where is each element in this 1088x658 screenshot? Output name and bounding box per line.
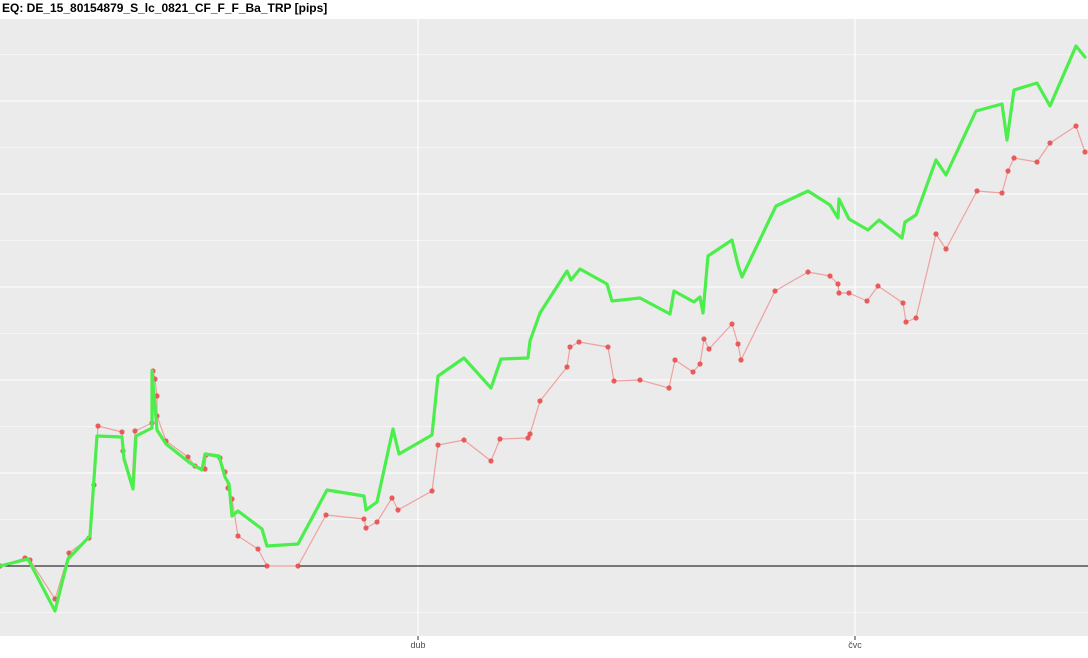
data-point (264, 563, 270, 569)
plot-panel (0, 19, 1088, 636)
data-point (323, 512, 329, 518)
data-point (395, 507, 401, 513)
data-point (701, 336, 707, 342)
data-point (913, 315, 919, 321)
grid-layer (0, 19, 1088, 636)
data-point (235, 533, 241, 539)
data-point (95, 423, 101, 429)
data-point (706, 346, 712, 352)
data-point (605, 344, 611, 350)
data-point (735, 341, 741, 347)
data-point (435, 442, 441, 448)
data-point (185, 454, 191, 460)
data-point (488, 458, 494, 464)
data-point (805, 269, 811, 275)
data-point (361, 516, 367, 522)
data-point (690, 369, 696, 375)
data-point (697, 361, 703, 367)
data-point (537, 398, 543, 404)
series-layer (0, 44, 1088, 613)
data-point (119, 429, 125, 435)
data-point (836, 290, 842, 296)
data-point (943, 246, 949, 252)
data-point (875, 283, 881, 289)
data-point (564, 364, 570, 370)
data-point (1011, 155, 1017, 161)
data-point (864, 298, 870, 304)
data-point (772, 288, 778, 294)
data-point (827, 273, 833, 279)
data-point (835, 281, 841, 287)
data-point (255, 546, 261, 552)
data-point (846, 290, 852, 296)
data-point (497, 436, 503, 442)
data-point (1073, 123, 1079, 129)
data-point (567, 344, 573, 350)
x-tick-label: dub (410, 640, 425, 650)
data-point (729, 321, 735, 327)
data-point (637, 377, 643, 383)
data-point (1034, 159, 1040, 165)
data-point (738, 357, 744, 363)
x-axis: dub čvc (410, 636, 862, 650)
x-tick-label: čvc (848, 640, 862, 650)
data-point (903, 319, 909, 325)
data-point (900, 300, 906, 306)
data-point (1082, 149, 1088, 155)
chart-title: EQ: DE_15_80154879_S_lc_0821_CF_F_F_Ba_T… (2, 1, 328, 15)
data-point (666, 385, 672, 391)
data-point (933, 231, 939, 237)
data-point (611, 378, 617, 384)
data-point (974, 188, 980, 194)
data-point (672, 357, 678, 363)
data-point (576, 339, 582, 345)
data-point (132, 428, 138, 434)
data-point (363, 525, 369, 531)
data-point (461, 437, 467, 443)
data-point (389, 495, 395, 501)
data-point (527, 431, 533, 437)
data-point (1005, 168, 1011, 174)
data-point (999, 190, 1005, 196)
data-point (525, 435, 531, 441)
data-point (295, 563, 301, 569)
data-point (374, 519, 380, 525)
series-green-line (0, 44, 1087, 613)
data-point (429, 488, 435, 494)
data-point (1047, 140, 1053, 146)
